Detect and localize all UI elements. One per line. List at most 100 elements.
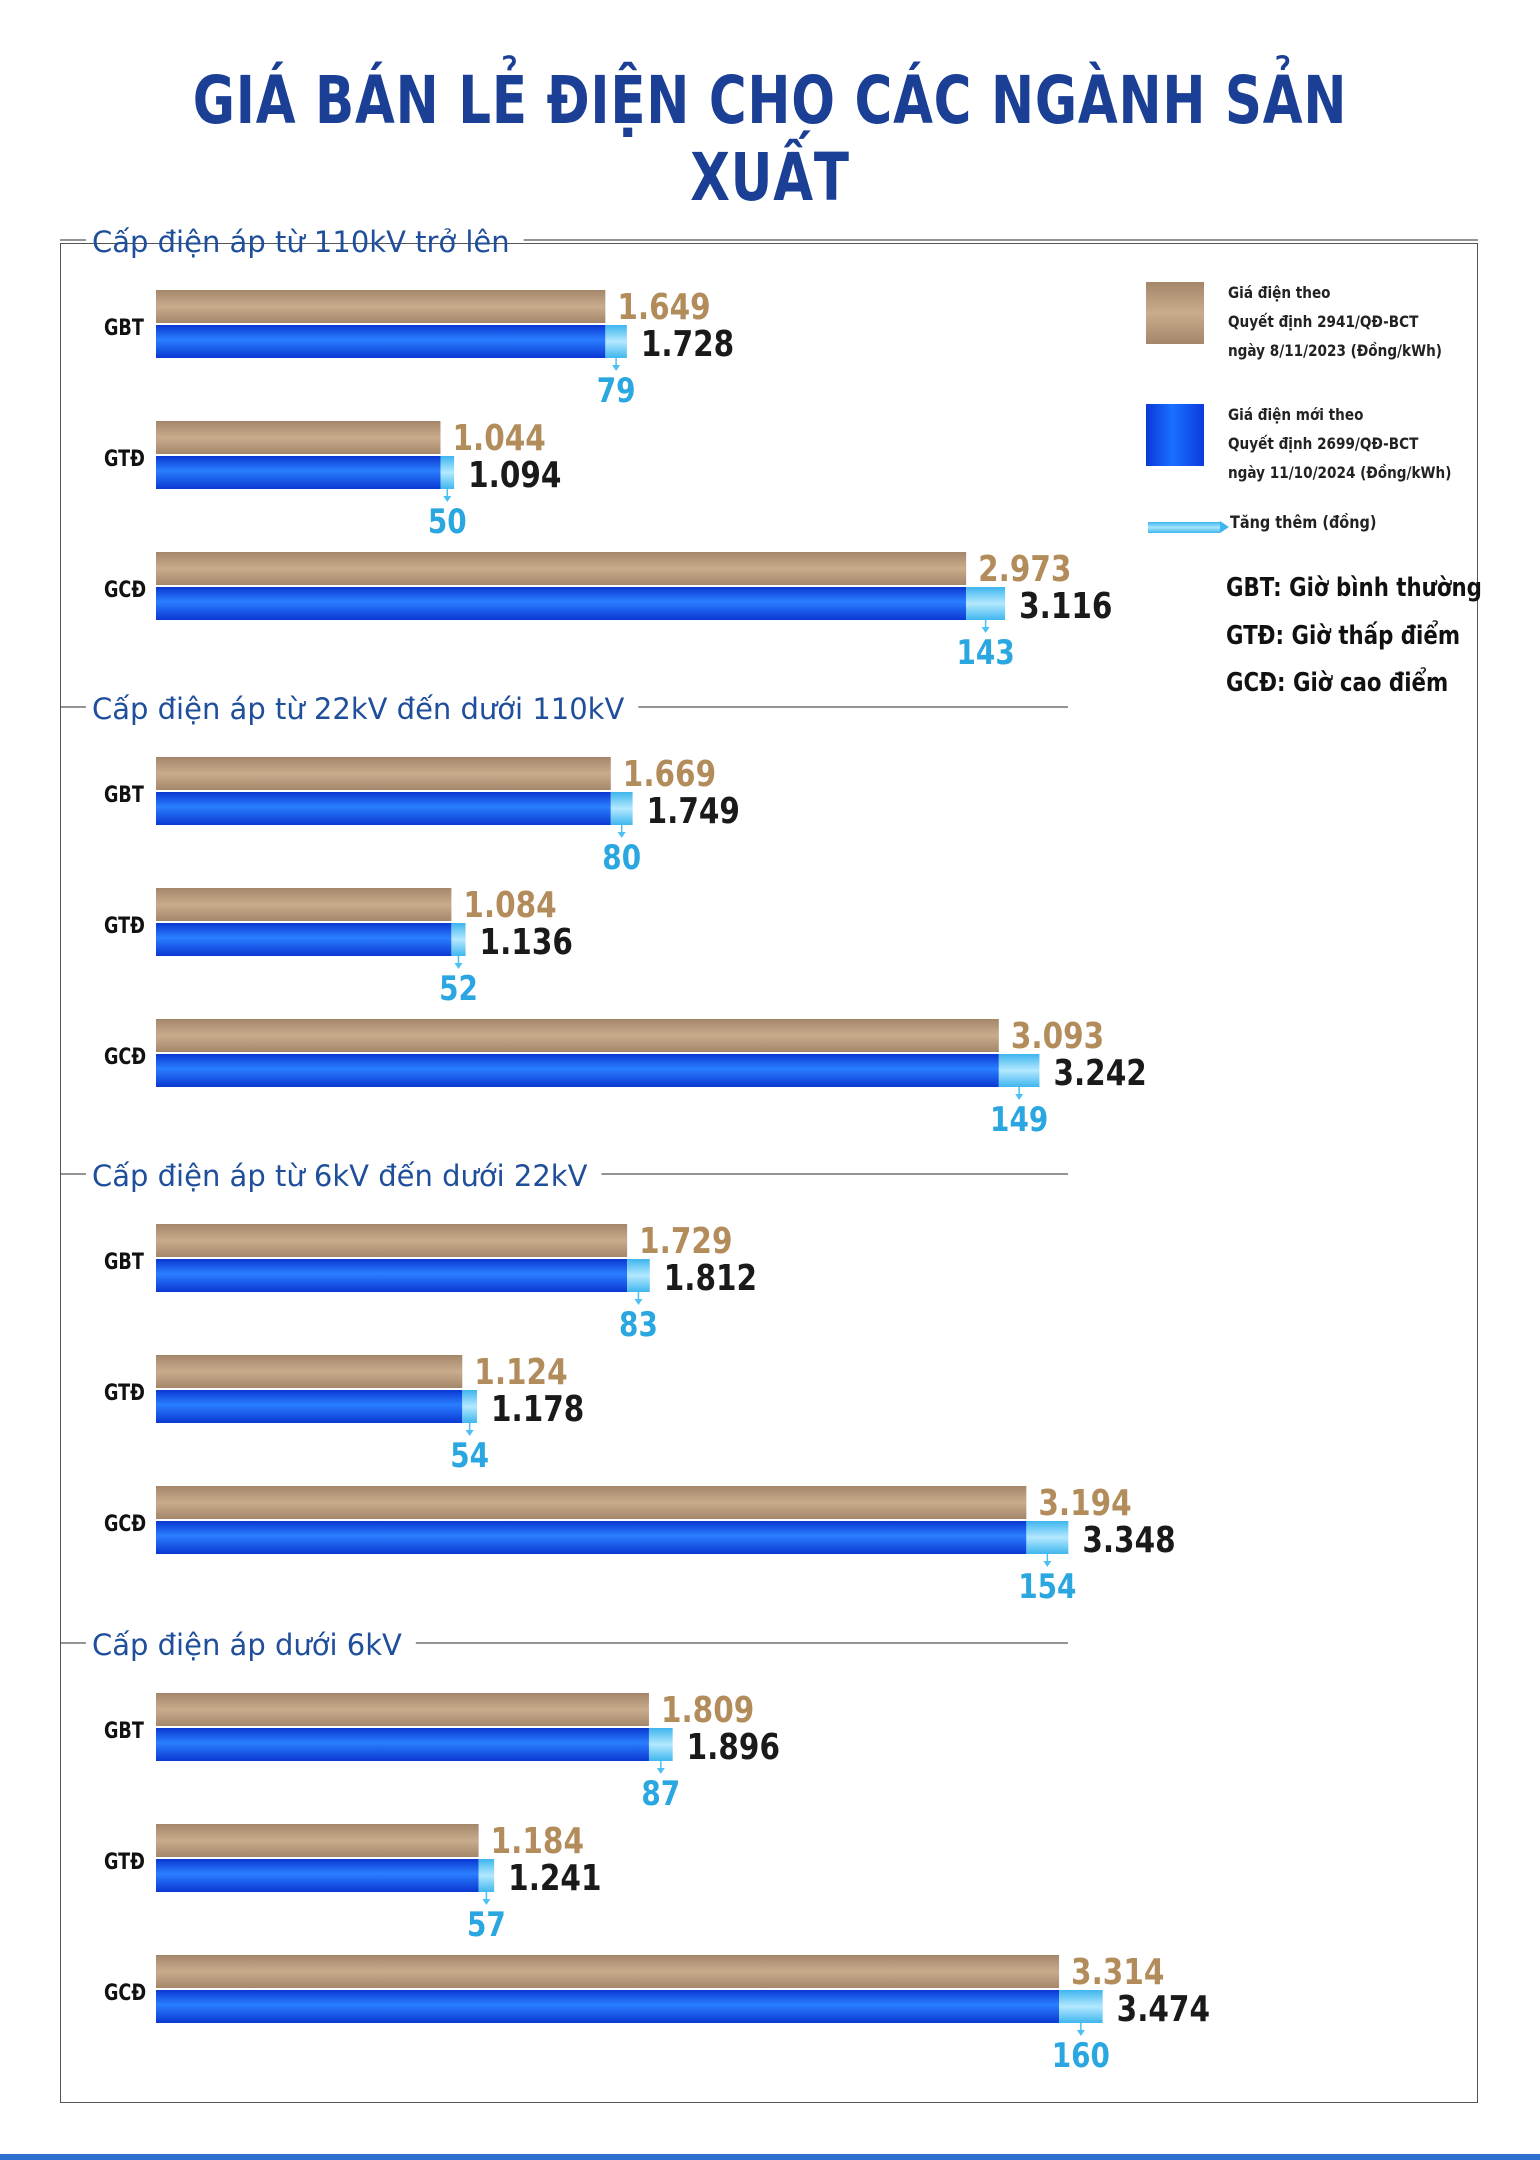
legend-new-line-2: Quyết định 2699/QĐ-BCT	[1228, 434, 1419, 453]
old-price-label: 1.729	[639, 1219, 732, 1262]
bar-old-price	[156, 552, 967, 585]
increase-label: 154	[1018, 1567, 1076, 1606]
bar-new-price	[156, 456, 441, 489]
new-price-label: 3.474	[1117, 1987, 1210, 2030]
bar-increase	[966, 587, 1006, 620]
bar-new-price	[156, 923, 452, 956]
increase-pointer-head	[1076, 2030, 1085, 2036]
increase-pointer-head	[1043, 1561, 1052, 1567]
increase-pointer-head	[617, 832, 626, 838]
new-price-label: 3.348	[1082, 1518, 1175, 1561]
bar-increase	[462, 1390, 478, 1423]
abbreviation-gbt: GBT: Giờ bình thường	[1226, 573, 1482, 603]
bar-old-price	[156, 1693, 649, 1726]
new-price-label: 1.728	[641, 322, 734, 365]
category-label: GTĐ	[104, 1849, 145, 1874]
bar-old-price	[156, 757, 611, 790]
bar-new-price	[156, 325, 606, 358]
bar-old-price	[156, 1824, 479, 1857]
bar-new-price	[156, 792, 611, 825]
old-price-label: 1.184	[491, 1819, 584, 1862]
legend-new-line-1: Giá điện mới theo	[1228, 405, 1364, 424]
bar-old-price	[156, 1019, 999, 1052]
bar-old-price	[156, 1955, 1060, 1988]
increase-label: 50	[428, 502, 467, 541]
increase-pointer-head	[981, 627, 990, 633]
bar-increase	[605, 325, 627, 358]
category-label: GTĐ	[104, 1380, 145, 1405]
old-price-label: 1.044	[452, 416, 545, 459]
legend-increase-label: Tăng thêm (đồng)	[1230, 513, 1377, 533]
old-price-label: 1.649	[617, 285, 710, 328]
category-label: GCĐ	[104, 1980, 146, 2005]
bar-increase	[1059, 1990, 1103, 2023]
bar-increase	[648, 1728, 673, 1761]
increase-pointer-head	[443, 496, 452, 502]
arrow-right-icon	[1220, 521, 1229, 533]
bar-old-price	[156, 421, 441, 454]
abbreviation-gtd: GTĐ: Giờ thấp điểm	[1226, 621, 1461, 651]
bar-new-price	[156, 1728, 649, 1761]
new-price-label: 1.749	[647, 789, 740, 832]
new-price-label: 3.116	[1019, 584, 1112, 627]
bar-new-price	[156, 1859, 479, 1892]
bar-old-price	[156, 290, 606, 323]
bar-old-price	[156, 1355, 463, 1388]
old-price-label: 3.194	[1038, 1481, 1131, 1524]
legend-old-line-1: Giá điện theo	[1228, 283, 1331, 302]
old-price-label: 1.124	[474, 1350, 567, 1393]
legend-item-old-price: Giá điện theo Quyết định 2941/QĐ-BCT ngà…	[1146, 278, 1476, 360]
old-price-label: 1.669	[623, 752, 716, 795]
new-price-label: 1.178	[491, 1387, 584, 1430]
increase-pointer-head	[454, 963, 463, 969]
bar-old-price	[156, 888, 452, 921]
page-title: GIÁ BÁN LẺ ĐIỆN CHO CÁC NGÀNH SẢN XUẤT	[192, 62, 1348, 216]
category-label: GBT	[104, 782, 144, 807]
bar-old-price	[156, 1224, 628, 1257]
old-price-label: 3.093	[1011, 1014, 1104, 1057]
increase-label: 160	[1052, 2036, 1110, 2075]
category-label: GTĐ	[104, 913, 145, 938]
category-label: GCĐ	[104, 1511, 146, 1536]
increase-label: 87	[641, 1774, 680, 1813]
bar-new-price	[156, 1259, 628, 1292]
increase-label: 83	[619, 1305, 658, 1344]
bar-old-price	[156, 1486, 1027, 1519]
abbreviation-gcd: GCĐ: Giờ cao điểm	[1226, 668, 1449, 698]
bar-new-price	[156, 1054, 999, 1087]
increase-label: 80	[602, 838, 641, 877]
increase-label: 79	[597, 371, 636, 410]
legend-swatch-new	[1146, 404, 1204, 466]
chart-frame	[60, 243, 1478, 2103]
category-label: GBT	[104, 1249, 144, 1274]
section-title: Cấp điện áp từ 6kV đến dưới 22kV	[92, 1159, 588, 1193]
legend-swatch-increase	[1148, 522, 1220, 533]
legend-swatch-old	[1146, 282, 1204, 344]
category-label: GBT	[104, 1718, 144, 1743]
increase-label: 57	[467, 1905, 506, 1944]
increase-label: 149	[990, 1100, 1048, 1139]
category-label: GCĐ	[104, 1044, 146, 1069]
increase-label: 54	[450, 1436, 489, 1475]
legend-item-increase: Tăng thêm (đồng)	[1148, 513, 1488, 540]
section-title: Cấp điện áp từ 110kV trở lên	[92, 225, 510, 259]
new-price-label: 1.896	[687, 1725, 780, 1768]
increase-pointer-head	[634, 1299, 643, 1305]
category-label: GCĐ	[104, 577, 146, 602]
old-price-label: 2.973	[978, 547, 1071, 590]
section-title: Cấp điện áp từ 22kV đến dưới 110kV	[92, 692, 624, 726]
bar-new-price	[156, 1521, 1027, 1554]
increase-pointer-head	[612, 365, 621, 371]
category-label: GBT	[104, 315, 144, 340]
bar-new-price	[156, 1990, 1060, 2023]
section-title: Cấp điện áp dưới 6kV	[92, 1628, 402, 1662]
new-price-label: 1.136	[480, 920, 573, 963]
old-price-label: 1.809	[661, 1688, 754, 1731]
bar-increase	[610, 792, 633, 825]
increase-label: 52	[439, 969, 478, 1008]
legend-old-line-3: ngày 8/11/2023 (Đồng/kWh)	[1228, 341, 1442, 360]
bar-increase	[627, 1259, 650, 1292]
bar-increase	[451, 923, 466, 956]
bar-new-price	[156, 1390, 463, 1423]
